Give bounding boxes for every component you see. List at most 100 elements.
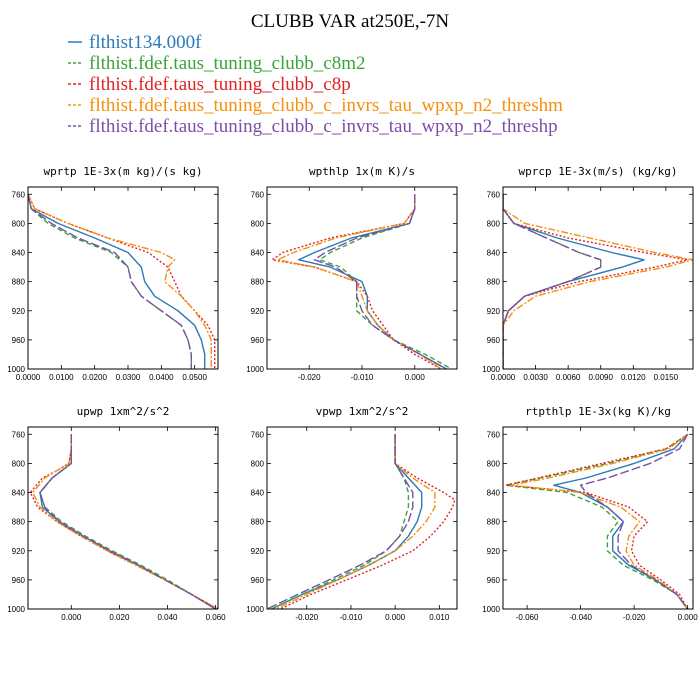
series-line-4 bbox=[503, 194, 693, 369]
y-tick-label: 800 bbox=[251, 219, 265, 228]
y-tick-label: 800 bbox=[251, 459, 265, 468]
y-tick-label: 840 bbox=[12, 489, 26, 498]
x-tick-label: -0.020 bbox=[298, 373, 321, 382]
series-line-4 bbox=[32, 434, 218, 609]
figure-title: CLUBB VAR at250E,-7N bbox=[251, 11, 450, 32]
series-line-4 bbox=[275, 434, 436, 609]
y-tick-label: 880 bbox=[487, 278, 501, 287]
x-tick-label: 0.040 bbox=[157, 613, 178, 622]
y-tick-label: 920 bbox=[251, 307, 265, 316]
x-tick-label: 0.0500 bbox=[182, 373, 207, 382]
y-tick-label: 880 bbox=[12, 278, 26, 287]
y-tick-label: 800 bbox=[12, 459, 26, 468]
y-tick-label: 960 bbox=[487, 576, 501, 585]
y-tick-label: 960 bbox=[251, 336, 265, 345]
series-line-1 bbox=[271, 434, 423, 609]
x-tick-label: -0.060 bbox=[516, 613, 539, 622]
y-tick-label: 920 bbox=[12, 547, 26, 556]
x-tick-label: 0.0400 bbox=[149, 373, 174, 382]
x-tick-label: 0.0060 bbox=[556, 373, 581, 382]
y-tick-label: 760 bbox=[487, 190, 501, 199]
series-line-3 bbox=[503, 194, 689, 369]
series-line-2 bbox=[271, 434, 410, 609]
series-line-5 bbox=[28, 194, 193, 369]
y-tick-label: 840 bbox=[487, 489, 501, 498]
x-tick-label: 0.0030 bbox=[523, 373, 548, 382]
series-line-5 bbox=[267, 434, 414, 609]
y-tick-label: 1000 bbox=[482, 605, 500, 614]
series-line-2 bbox=[28, 194, 193, 369]
panel-title: upwp 1xm^2/s^2 bbox=[77, 405, 170, 418]
series-line-3 bbox=[28, 194, 216, 369]
x-tick-label: 0.010 bbox=[429, 613, 450, 622]
y-tick-label: 760 bbox=[12, 190, 26, 199]
series-line-1 bbox=[28, 194, 206, 369]
panel-2: wpthlp 1x(m K)/s 760 800 840 880 920 960 1000 -0… bbox=[246, 165, 458, 382]
legend-label-4: flthist.fdef.taus_tuning_clubb_c_invrs_t… bbox=[89, 95, 563, 116]
legend-label-3: flthist.fdef.taus_tuning_clubb_c8p bbox=[89, 74, 351, 95]
panel-title: rtpthlp 1E-3x(kg K)/kg bbox=[525, 405, 671, 418]
series-line-4 bbox=[510, 433, 689, 609]
legend: flthist134.000f flthist.fdef.taus_tuning_… bbox=[68, 32, 563, 137]
x-tick-label: 0.0200 bbox=[82, 373, 107, 382]
panel-title: wprcp 1E-3x(m/s) (kg/kg) bbox=[519, 165, 678, 178]
panel-title: wpthlp 1x(m K)/s bbox=[309, 165, 415, 178]
series-line-4 bbox=[276, 194, 442, 369]
y-tick-label: 880 bbox=[12, 518, 26, 527]
y-tick-label: 960 bbox=[12, 336, 26, 345]
y-tick-label: 840 bbox=[12, 249, 26, 258]
plot-frame bbox=[27, 186, 219, 370]
series-line-5 bbox=[313, 194, 447, 369]
panel-title: wprtp 1E-3x(m kg)/(s kg) bbox=[44, 165, 203, 178]
x-tick-label: 0.000 bbox=[385, 613, 406, 622]
y-tick-label: 800 bbox=[12, 219, 26, 228]
y-tick-label: 1000 bbox=[482, 365, 500, 374]
y-tick-label: 920 bbox=[251, 547, 265, 556]
x-tick-label: -0.020 bbox=[295, 613, 318, 622]
x-tick-label: -0.010 bbox=[340, 613, 363, 622]
panel-title: vpwp 1xm^2/s^2 bbox=[316, 405, 409, 418]
series-line-5 bbox=[579, 433, 689, 609]
y-tick-label: 760 bbox=[487, 430, 501, 439]
legend-label-1: flthist134.000f bbox=[89, 32, 202, 53]
y-tick-label: 880 bbox=[251, 278, 265, 287]
x-tick-label: 0.0100 bbox=[49, 373, 74, 382]
y-tick-label: 920 bbox=[487, 307, 501, 316]
x-tick-label: 0.0000 bbox=[491, 373, 516, 382]
panel-4: upwp 1xm^2/s^2 760 800 840 880 920 960 1000 0.00… bbox=[7, 405, 226, 622]
y-tick-label: 960 bbox=[487, 336, 501, 345]
panel-3: wprcp 1E-3x(m/s) (kg/kg) 760 800 840 880 920 9… bbox=[482, 165, 694, 382]
panel-5: vpwp 1xm^2/s^2 760 800 840 880 920 960 1000 -0.0… bbox=[246, 405, 458, 622]
series-line-1 bbox=[39, 434, 216, 609]
x-tick-label: 0.060 bbox=[206, 613, 227, 622]
series-line-5 bbox=[39, 434, 216, 609]
y-tick-label: 800 bbox=[487, 459, 501, 468]
plot-frame bbox=[27, 426, 219, 610]
y-tick-label: 840 bbox=[487, 249, 501, 258]
y-tick-label: 920 bbox=[12, 307, 26, 316]
x-tick-label: -0.020 bbox=[623, 613, 646, 622]
x-tick-label: 0.0300 bbox=[116, 373, 141, 382]
y-tick-label: 880 bbox=[487, 518, 501, 527]
series-line-2 bbox=[319, 194, 453, 369]
series-line-2 bbox=[39, 434, 216, 609]
x-tick-label: -0.010 bbox=[351, 373, 374, 382]
x-tick-label: 0.0120 bbox=[621, 373, 646, 382]
y-tick-label: 1000 bbox=[7, 365, 25, 374]
y-tick-label: 840 bbox=[251, 249, 265, 258]
y-tick-label: 1000 bbox=[246, 365, 264, 374]
y-tick-label: 960 bbox=[251, 576, 265, 585]
x-tick-label: 0.0090 bbox=[588, 373, 613, 382]
x-tick-label: 0.020 bbox=[109, 613, 130, 622]
y-tick-label: 800 bbox=[487, 219, 501, 228]
x-tick-label: 0.000 bbox=[61, 613, 82, 622]
plot-frame bbox=[266, 426, 458, 610]
x-tick-label: 0.000 bbox=[405, 373, 426, 382]
x-tick-label: 0.0150 bbox=[654, 373, 679, 382]
y-tick-label: 760 bbox=[12, 430, 26, 439]
y-tick-label: 880 bbox=[251, 518, 265, 527]
plot-frame bbox=[502, 426, 694, 610]
x-tick-label: 0.0000 bbox=[16, 373, 41, 382]
x-tick-label: 0.000 bbox=[678, 613, 699, 622]
